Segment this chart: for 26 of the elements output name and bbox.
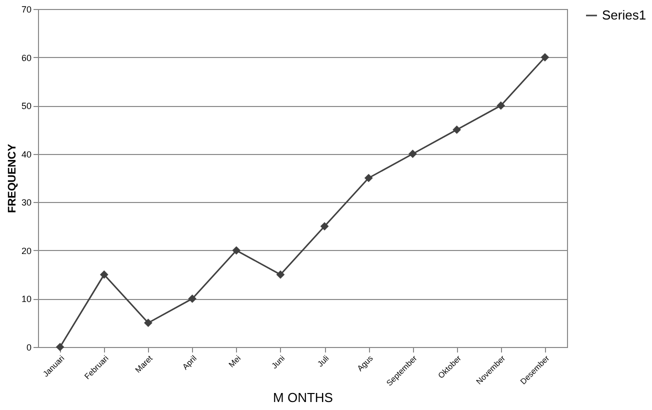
point bbox=[540, 53, 550, 62]
x-tick-label: Juni bbox=[270, 354, 287, 371]
y-tick-label: 50 bbox=[21, 101, 32, 112]
y-tick-label: 30 bbox=[21, 198, 32, 208]
y-tick-label: 10 bbox=[21, 294, 32, 304]
y-tick-label: 70 bbox=[21, 4, 32, 14]
point bbox=[496, 101, 506, 110]
y-tick-label: 60 bbox=[21, 52, 32, 63]
point bbox=[320, 222, 329, 230]
point bbox=[364, 174, 373, 182]
point bbox=[232, 246, 241, 255]
point bbox=[408, 150, 417, 158]
legend-label: Series1 bbox=[602, 8, 646, 22]
point bbox=[144, 318, 152, 328]
y-tick-label: 0 bbox=[26, 342, 32, 352]
point bbox=[188, 294, 196, 303]
point bbox=[100, 270, 108, 279]
x-tick-label: Mei bbox=[227, 354, 243, 370]
x-tick-label: Juli bbox=[316, 354, 331, 369]
point bbox=[452, 126, 461, 134]
y-tick-label: 20 bbox=[21, 246, 32, 256]
point bbox=[56, 342, 64, 352]
x-axis-title: M ONTHS bbox=[273, 390, 334, 405]
y-axis-title: FREQUENCY bbox=[6, 143, 18, 214]
point bbox=[276, 270, 285, 279]
y-tick-label: 40 bbox=[21, 149, 32, 160]
